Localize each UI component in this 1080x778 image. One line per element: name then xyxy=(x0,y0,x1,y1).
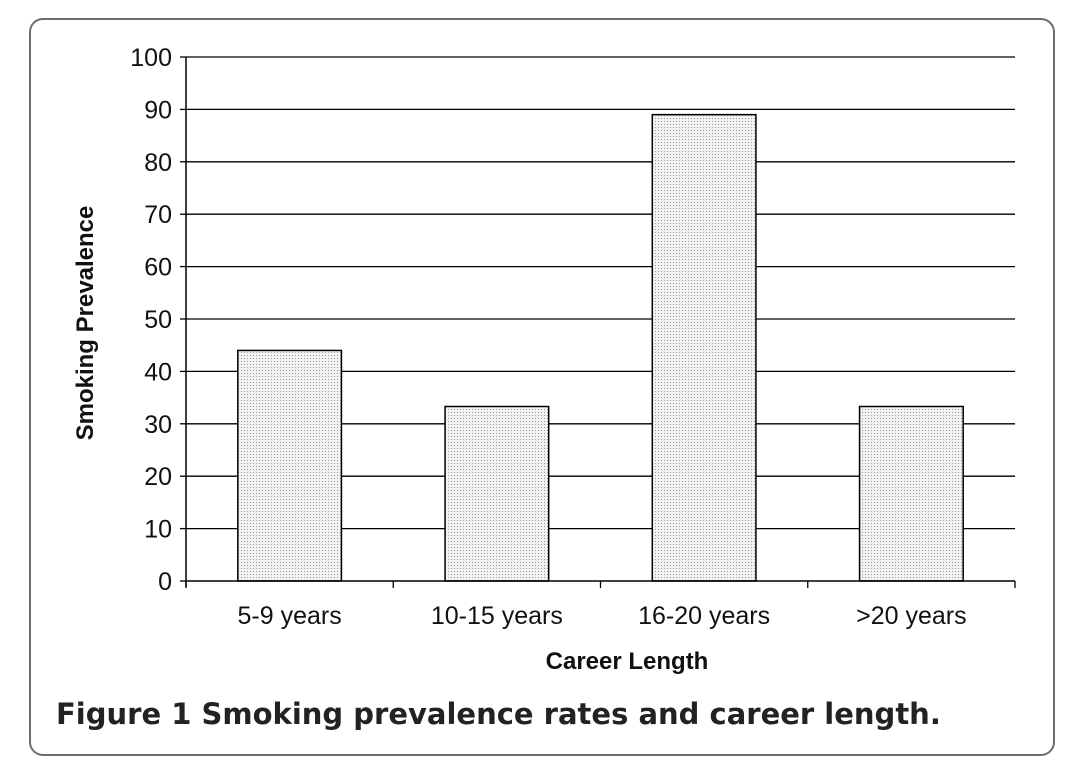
bar-2 xyxy=(444,405,550,582)
y-axis-title: Smoking Prevalence xyxy=(72,206,99,441)
y-tick-label: 90 xyxy=(144,96,172,124)
y-tick-label: 10 xyxy=(144,516,172,544)
y-tick-label: 100 xyxy=(130,44,172,72)
x-tick-label: 16-20 years xyxy=(638,602,770,630)
figure-frame xyxy=(29,18,1055,756)
bar-chart: 0 10 20 30 40 50 60 70 80 90 100 5-9 years 10-15 ye… xyxy=(72,44,1016,675)
x-tick-label: 10-15 years xyxy=(431,602,563,630)
y-tick-label: 50 xyxy=(144,306,172,334)
y-tick-label: 60 xyxy=(144,254,172,282)
y-tick-label: 40 xyxy=(144,358,172,386)
figure-caption-text: Smoking prevalence rates and career leng… xyxy=(201,697,941,731)
y-tick-labels: 0 10 20 30 40 50 60 70 80 90 100 xyxy=(130,44,172,596)
bar-3 xyxy=(651,113,757,582)
x-tick-label: 5-9 years xyxy=(238,602,342,630)
x-tick-labels: 5-9 years 10-15 years 16-20 years >20 years xyxy=(238,602,967,630)
bar-1 xyxy=(237,349,343,582)
bar-4 xyxy=(858,405,964,582)
figure-caption-label: Figure 1 xyxy=(56,697,192,731)
y-tick-label: 70 xyxy=(144,201,172,229)
y-tick-label: 80 xyxy=(144,149,172,177)
y-tick-label: 30 xyxy=(144,411,172,439)
x-tick-label: >20 years xyxy=(856,602,967,630)
y-tick-label: 0 xyxy=(158,568,172,596)
axes xyxy=(180,56,1016,588)
x-axis-title: Career Length xyxy=(546,648,709,675)
bars xyxy=(237,113,964,582)
figure-caption: Figure 1 Smoking prevalence rates and ca… xyxy=(56,700,941,729)
y-tick-label: 20 xyxy=(144,463,172,491)
